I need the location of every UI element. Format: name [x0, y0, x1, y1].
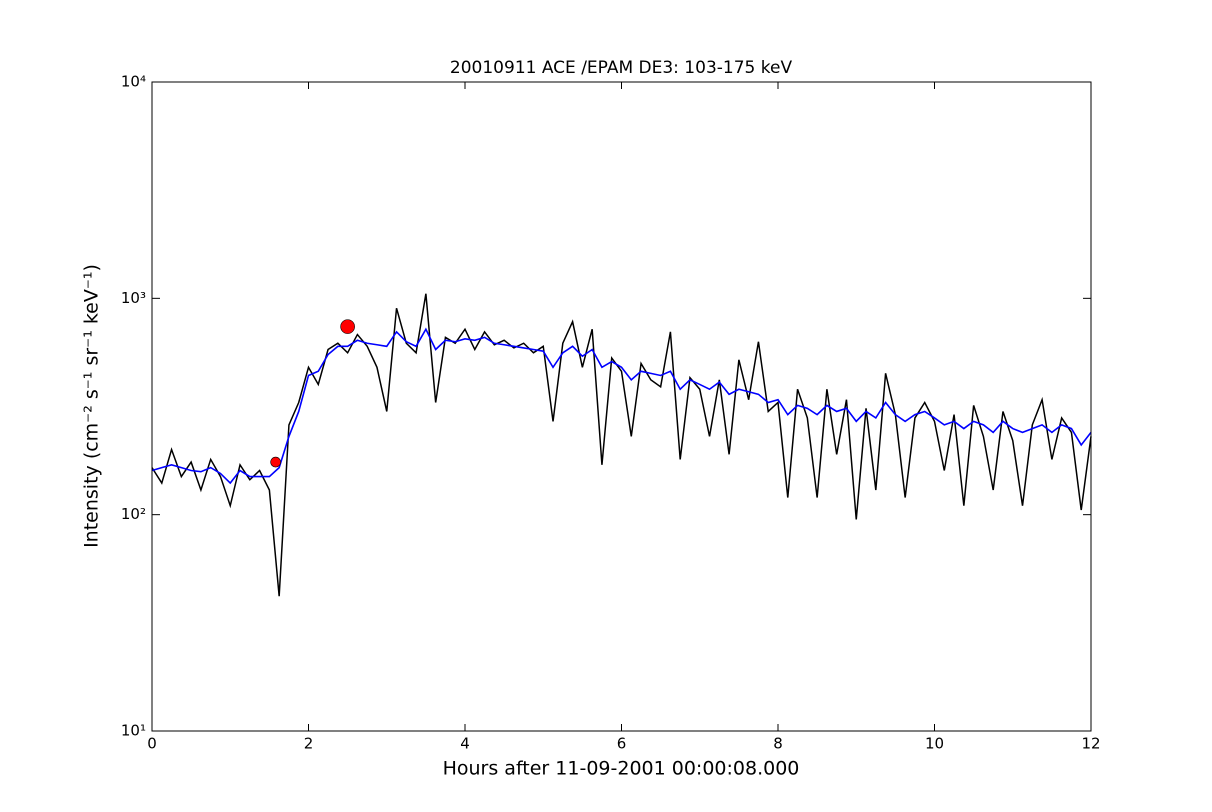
x-tick-label: 6	[617, 735, 627, 753]
x-tick-label: 10	[925, 735, 944, 753]
marker-point	[340, 319, 355, 334]
x-tick-label: 2	[304, 735, 314, 753]
line-series	[151, 293, 1092, 597]
y-tick-label: 10⁴	[121, 73, 146, 91]
x-tick-label: 4	[460, 735, 470, 753]
line-series	[151, 327, 1092, 485]
y-tick-label: 10²	[121, 505, 146, 523]
plot-frame	[151, 81, 1092, 732]
x-tick-label: 12	[1081, 735, 1100, 753]
x-tick-label: 0	[147, 735, 157, 753]
y-axis-label: Intensity (cm⁻² s⁻¹ sr⁻¹ keV⁻¹)	[81, 264, 103, 548]
chart-title: 20010911 ACE /EPAM DE3: 103-175 keV	[450, 58, 793, 78]
x-axis-label: Hours after 11-09-2001 00:00:08.000	[443, 758, 800, 780]
x-tick-label: 8	[773, 735, 783, 753]
marker-point	[270, 456, 281, 468]
y-tick-label: 10¹	[121, 722, 146, 740]
y-tick-label: 10³	[121, 289, 146, 307]
